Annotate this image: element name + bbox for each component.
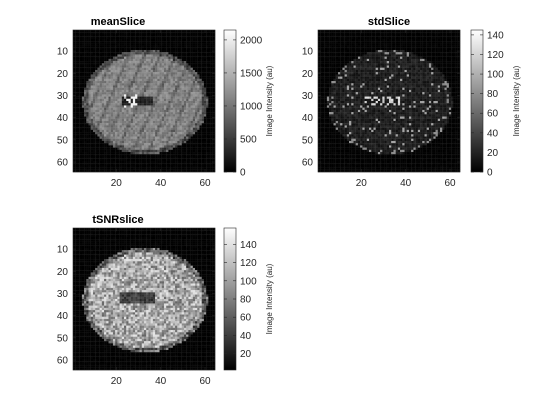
- tsnrslice-colorbar-tick-label: 120: [240, 258, 257, 269]
- tsnrslice-y-tick-label: 20: [57, 267, 69, 278]
- stdslice-colorbar-tick-label: 100: [487, 70, 504, 81]
- tsnrslice-colorbar-tick-label: 60: [240, 313, 252, 324]
- stdslice-colorbar-label: Image Intensity (au): [512, 65, 521, 136]
- stdslice-colorbar-tick-label: 120: [487, 50, 504, 61]
- meanslice-y-tick-label: 40: [57, 113, 69, 124]
- tsnrslice-image: [73, 228, 216, 371]
- tsnrslice-x-tick-label: 20: [111, 376, 123, 387]
- stdslice-x-tick-label: 40: [400, 178, 412, 189]
- meanslice-y-tick-label: 50: [57, 135, 69, 146]
- meanslice-axes: [72, 29, 216, 173]
- stdslice-title: stdSlice: [368, 16, 410, 28]
- stdslice-y-tick-label: 50: [302, 135, 314, 146]
- meanslice-colorbar: [223, 29, 237, 173]
- meanslice-colorbar-tick-label: 2000: [240, 35, 263, 46]
- tsnrslice-x-tick-label: 40: [155, 376, 167, 387]
- tsnrslice-y-tick-label: 30: [57, 289, 69, 300]
- stdslice-image: [318, 30, 461, 173]
- stdslice-x-tick-label: 20: [356, 178, 368, 189]
- tsnrslice-colorbar-tick-label: 80: [240, 295, 252, 306]
- tsnrslice-y-tick-label: 60: [57, 356, 69, 367]
- meanslice-image: [73, 30, 216, 173]
- tsnrslice-y-tick-label: 40: [57, 311, 69, 322]
- meanslice-panel: meanSlice 20 40 60 10 20 30 40 50 60 0 500 1000 150…: [57, 16, 274, 189]
- stdslice-y-tick-label: 40: [302, 113, 314, 124]
- meanslice-x-tick-label: 20: [111, 178, 123, 189]
- tsnrslice-colorbar-tick-label: 20: [240, 349, 252, 360]
- stdslice-axes: [317, 29, 461, 173]
- tsnrslice-axes: [72, 227, 216, 371]
- stdslice-colorbar-tick-label: 20: [487, 148, 499, 159]
- stdslice-colorbar-tick-label: 0: [487, 168, 493, 179]
- meanslice-y-tick-label: 10: [57, 47, 69, 58]
- stdslice-colorbar-tick-label: 40: [487, 128, 499, 139]
- tsnrslice-colorbar-tick-label: 140: [240, 240, 257, 251]
- meanslice-title: meanSlice: [91, 16, 145, 28]
- tsnrslice-y-tick-label: 50: [57, 333, 69, 344]
- stdslice-panel: stdSlice 20 40 60 10 20 30 40 50 60 0 20 40 60 80 100…: [302, 16, 521, 189]
- tsnrslice-title: tSNRslice: [92, 214, 143, 226]
- meanslice-colorbar-label: Image Intensity (au): [265, 65, 274, 136]
- stdslice-colorbar-tick-label: 60: [487, 109, 499, 120]
- stdslice-x-tick-label: 60: [444, 178, 456, 189]
- stdslice-colorbar-tick-label: 140: [487, 30, 504, 41]
- tsnrslice-colorbar-label: Image Intensity (au): [265, 263, 274, 334]
- tsnrslice-y-tick-label: 10: [57, 245, 69, 256]
- meanslice-y-tick-label: 20: [57, 69, 69, 80]
- meanslice-y-tick-label: 60: [57, 158, 69, 169]
- stdslice-y-tick-label: 10: [302, 47, 314, 58]
- meanslice-colorbar-tick-label: 1000: [240, 101, 263, 112]
- meanslice-x-tick-label: 60: [199, 178, 211, 189]
- tsnrslice-panel: tSNRslice 20 40 60 10 20 30 40 50 60 20 40 60 80 100…: [57, 214, 274, 387]
- tsnrslice-colorbar-tick-label: 100: [240, 276, 257, 287]
- stdslice-y-tick-label: 20: [302, 69, 314, 80]
- stdslice-y-tick-label: 30: [302, 91, 314, 102]
- stdslice-y-tick-label: 60: [302, 158, 314, 169]
- tsnrslice-x-tick-label: 60: [199, 376, 211, 387]
- meanslice-x-tick-label: 40: [155, 178, 167, 189]
- stdslice-colorbar-tick-label: 80: [487, 89, 499, 100]
- meanslice-colorbar-tick-label: 500: [240, 134, 257, 145]
- meanslice-y-tick-label: 30: [57, 91, 69, 102]
- tsnrslice-colorbar-tick-label: 40: [240, 331, 252, 342]
- stdslice-colorbar: [470, 29, 484, 173]
- meanslice-colorbar-tick-label: 0: [240, 168, 246, 179]
- meanslice-colorbar-tick-label: 1500: [240, 68, 263, 79]
